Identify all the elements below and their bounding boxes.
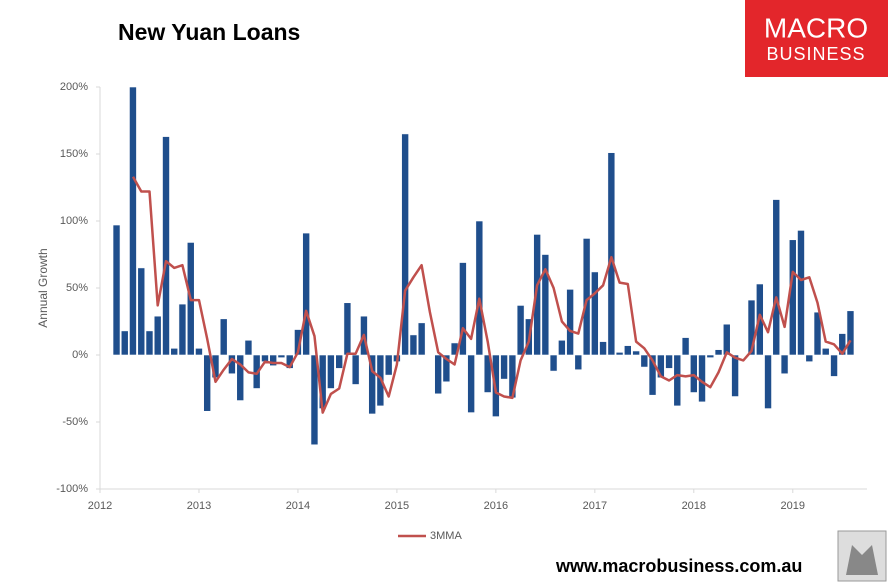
bar xyxy=(153,315,162,356)
bar xyxy=(129,86,137,356)
bar xyxy=(772,199,781,356)
bar xyxy=(788,239,797,356)
bar xyxy=(599,341,607,356)
bar xyxy=(294,329,302,356)
x-tick-label: 2016 xyxy=(484,500,508,512)
bar xyxy=(813,311,822,356)
bar xyxy=(137,267,146,356)
y-axis-label: Annual Growth xyxy=(36,248,50,327)
bar xyxy=(665,354,673,369)
bar xyxy=(203,354,211,412)
bar xyxy=(566,289,574,356)
bar xyxy=(805,354,814,362)
bar xyxy=(821,347,830,356)
bar xyxy=(657,354,665,379)
bar xyxy=(351,354,360,385)
bar xyxy=(830,354,838,377)
bar xyxy=(541,254,550,356)
bar xyxy=(384,354,393,376)
bar xyxy=(558,339,566,356)
bar xyxy=(475,220,484,356)
bar xyxy=(607,152,616,356)
bar xyxy=(483,354,492,393)
chart-title: New Yuan Loans xyxy=(118,19,300,45)
bar xyxy=(615,352,624,356)
bar xyxy=(442,354,451,383)
bar xyxy=(640,354,649,368)
y-tick-label: 150% xyxy=(60,148,88,160)
bar xyxy=(648,354,657,396)
bar xyxy=(236,354,245,401)
y-tick-label: 0% xyxy=(72,349,88,361)
x-tick-label: 2012 xyxy=(88,500,112,512)
bar xyxy=(623,345,632,356)
x-tick-label: 2013 xyxy=(187,500,211,512)
bar xyxy=(269,354,277,367)
bar xyxy=(335,354,344,369)
bar xyxy=(195,347,203,356)
bar xyxy=(690,354,698,393)
bar xyxy=(120,330,129,356)
bar xyxy=(409,334,418,356)
bar xyxy=(591,271,599,356)
bar xyxy=(681,337,690,356)
bar xyxy=(112,224,121,356)
bar xyxy=(747,299,756,356)
bar xyxy=(343,302,352,356)
x-tick-label: 2019 xyxy=(781,500,805,512)
bar xyxy=(434,354,442,395)
bar xyxy=(706,354,715,358)
bar xyxy=(764,354,772,409)
legend-label: 3MMA xyxy=(430,530,462,542)
bar xyxy=(846,310,855,356)
bar xyxy=(549,354,558,372)
bar xyxy=(327,354,335,389)
bar xyxy=(722,323,731,356)
line xyxy=(131,176,852,414)
bar xyxy=(500,354,508,380)
bar xyxy=(368,354,376,415)
bar xyxy=(632,350,640,356)
bar xyxy=(797,230,805,356)
x-tick-label: 2014 xyxy=(286,500,310,512)
x-tick-label: 2015 xyxy=(385,500,409,512)
logo-box xyxy=(745,0,888,77)
bar xyxy=(574,354,583,371)
x-tick-label: 2017 xyxy=(583,500,607,512)
bar xyxy=(714,349,723,356)
y-tick-label: -100% xyxy=(56,483,88,495)
bar xyxy=(467,354,475,413)
bar xyxy=(310,354,319,446)
bar xyxy=(162,136,170,356)
y-tick-label: 200% xyxy=(60,81,88,93)
bar xyxy=(244,339,253,356)
logo-line1: MACRO xyxy=(764,12,868,43)
bar xyxy=(401,133,409,356)
bar xyxy=(170,347,179,356)
bar xyxy=(838,333,847,356)
y-tick-label: 100% xyxy=(60,215,88,227)
bar xyxy=(277,354,286,358)
bar xyxy=(533,234,541,356)
bar xyxy=(417,322,426,356)
bar xyxy=(516,305,525,356)
bar xyxy=(302,232,310,356)
y-tick-label: -50% xyxy=(62,416,88,428)
bar xyxy=(219,318,228,356)
y-tick-label: 50% xyxy=(66,282,88,294)
bar xyxy=(731,354,739,397)
bar xyxy=(780,354,789,375)
bar xyxy=(178,303,187,356)
logo-icon-shape xyxy=(846,545,878,575)
bar xyxy=(673,354,682,407)
footer-url: www.macrobusiness.com.au xyxy=(555,556,802,576)
bar xyxy=(145,330,154,356)
logo-line2: BUSINESS xyxy=(766,44,865,64)
bar xyxy=(459,262,467,356)
x-tick-label: 2018 xyxy=(682,500,706,512)
